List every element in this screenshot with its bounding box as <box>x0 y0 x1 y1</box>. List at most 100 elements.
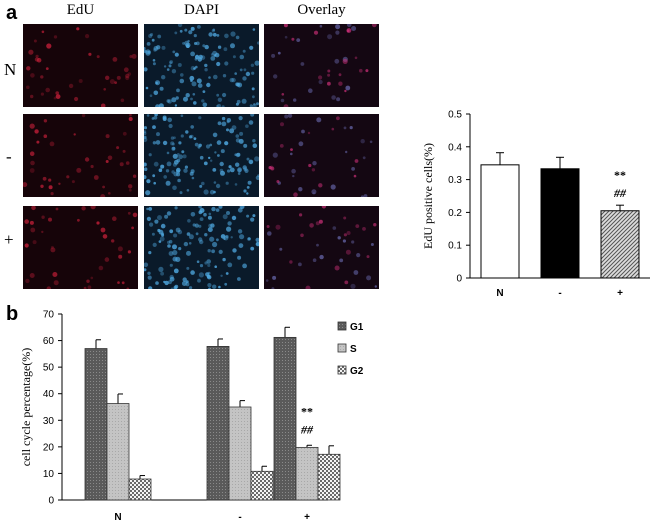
cell-nucleus <box>177 178 181 183</box>
cell-nucleus <box>178 247 182 251</box>
cell-nucleus <box>116 75 121 80</box>
cell-nucleus <box>197 145 201 149</box>
cell-nucleus <box>237 207 243 213</box>
cell-nucleus <box>152 141 157 145</box>
legend-label-g1: G1 <box>350 322 364 333</box>
cell-nucleus <box>96 55 100 59</box>
cell-nucleus <box>231 215 237 221</box>
cell-nucleus <box>163 175 167 179</box>
cell-nucleus <box>249 104 253 107</box>
cell-nucleus <box>144 47 146 50</box>
cell-nucleus <box>252 214 256 218</box>
cell-nucleus <box>344 280 349 285</box>
cell-nucleus <box>160 223 166 229</box>
cell-nucleus <box>173 268 179 274</box>
cell-nucleus <box>319 254 324 260</box>
cell-nucleus <box>374 285 377 288</box>
cell-nucleus <box>73 133 76 136</box>
cell-nucleus <box>370 243 374 246</box>
cell-nucleus <box>165 169 170 173</box>
cell-nucleus <box>242 49 246 53</box>
cell-nucleus <box>173 285 178 289</box>
cell-nucleus <box>221 121 227 127</box>
cell-nucleus <box>31 206 36 211</box>
cell-nucleus <box>55 207 59 211</box>
cell-nucleus <box>109 79 115 85</box>
cell-nucleus <box>199 264 204 268</box>
cell-nucleus <box>373 223 377 227</box>
cell-nucleus <box>30 160 35 166</box>
cell-nucleus <box>199 155 204 160</box>
cell-nucleus <box>156 45 161 50</box>
cell-nucleus <box>158 168 163 172</box>
cell-nucleus <box>194 142 199 147</box>
cell-nucleus <box>229 128 235 134</box>
cell-nucleus <box>168 251 174 256</box>
cell-nucleus <box>24 219 29 224</box>
cell-nucleus <box>208 223 213 228</box>
cell-nucleus <box>199 217 204 221</box>
cell-nucleus <box>174 104 178 107</box>
cell-nucleus <box>251 87 255 91</box>
cell-nucleus <box>245 124 249 128</box>
cell-nucleus <box>81 114 86 118</box>
cell-nucleus <box>190 26 195 31</box>
cell-nucleus <box>311 168 316 172</box>
cell-nucleus <box>162 140 168 146</box>
cell-nucleus <box>272 275 277 280</box>
cell-nucleus <box>293 192 298 197</box>
cell-nucleus <box>90 206 96 210</box>
cell-nucleus <box>342 58 348 64</box>
cell-nucleus <box>127 250 131 254</box>
cell-nucleus <box>86 279 90 283</box>
cell-nucleus <box>105 134 110 139</box>
cell-nucleus <box>229 77 234 83</box>
cell-nucleus <box>118 254 123 259</box>
cell-nucleus <box>213 181 217 184</box>
cell-nucleus <box>252 143 258 148</box>
significance-mark: ** <box>301 404 313 418</box>
cell-nucleus <box>226 128 229 132</box>
cell-nucleus <box>81 206 86 211</box>
cell-nucleus <box>198 116 202 120</box>
cell-nucleus <box>88 52 92 56</box>
cell-nucleus <box>153 90 159 96</box>
cell-nucleus <box>290 152 293 156</box>
cell-nucleus <box>216 61 221 67</box>
cell-nucleus <box>212 32 217 37</box>
micrograph-dapi-plus <box>144 206 259 289</box>
cell-nucleus <box>160 164 165 169</box>
cell-nucleus <box>318 79 323 85</box>
panel-b-letter: b <box>6 303 19 325</box>
cell-nucleus <box>221 105 225 107</box>
cell-nucleus <box>179 191 183 195</box>
micrograph-edu-minus <box>23 114 138 197</box>
cell-nucleus <box>188 234 194 240</box>
cell-nucleus <box>305 285 311 289</box>
cell-nucleus <box>219 168 224 173</box>
cell-nucleus <box>78 79 83 83</box>
cell-nucleus <box>246 186 250 189</box>
cell-nucleus <box>338 73 342 77</box>
cell-nucleus <box>354 159 359 163</box>
cell-nucleus <box>327 81 331 86</box>
row-label-minus: - <box>6 147 12 166</box>
cell-nucleus <box>169 60 174 64</box>
cell-nucleus <box>275 224 281 230</box>
cell-nucleus <box>129 114 132 117</box>
cell-nucleus <box>158 240 162 243</box>
cell-nucleus <box>186 250 191 256</box>
cell-nucleus <box>146 216 151 221</box>
cell-nucleus <box>238 116 243 121</box>
cell-nucleus <box>311 189 317 195</box>
cell-nucleus <box>280 98 285 103</box>
cell-nucleus <box>172 244 177 250</box>
cell-nucleus <box>366 275 372 281</box>
cell-nucleus <box>231 77 236 83</box>
cell-nucleus <box>131 53 137 59</box>
cell-nucleus <box>119 162 124 167</box>
cell-nucleus <box>300 233 304 238</box>
cell-nucleus <box>335 30 340 35</box>
cell-nucleus <box>230 31 236 37</box>
cell-nucleus <box>29 273 35 278</box>
